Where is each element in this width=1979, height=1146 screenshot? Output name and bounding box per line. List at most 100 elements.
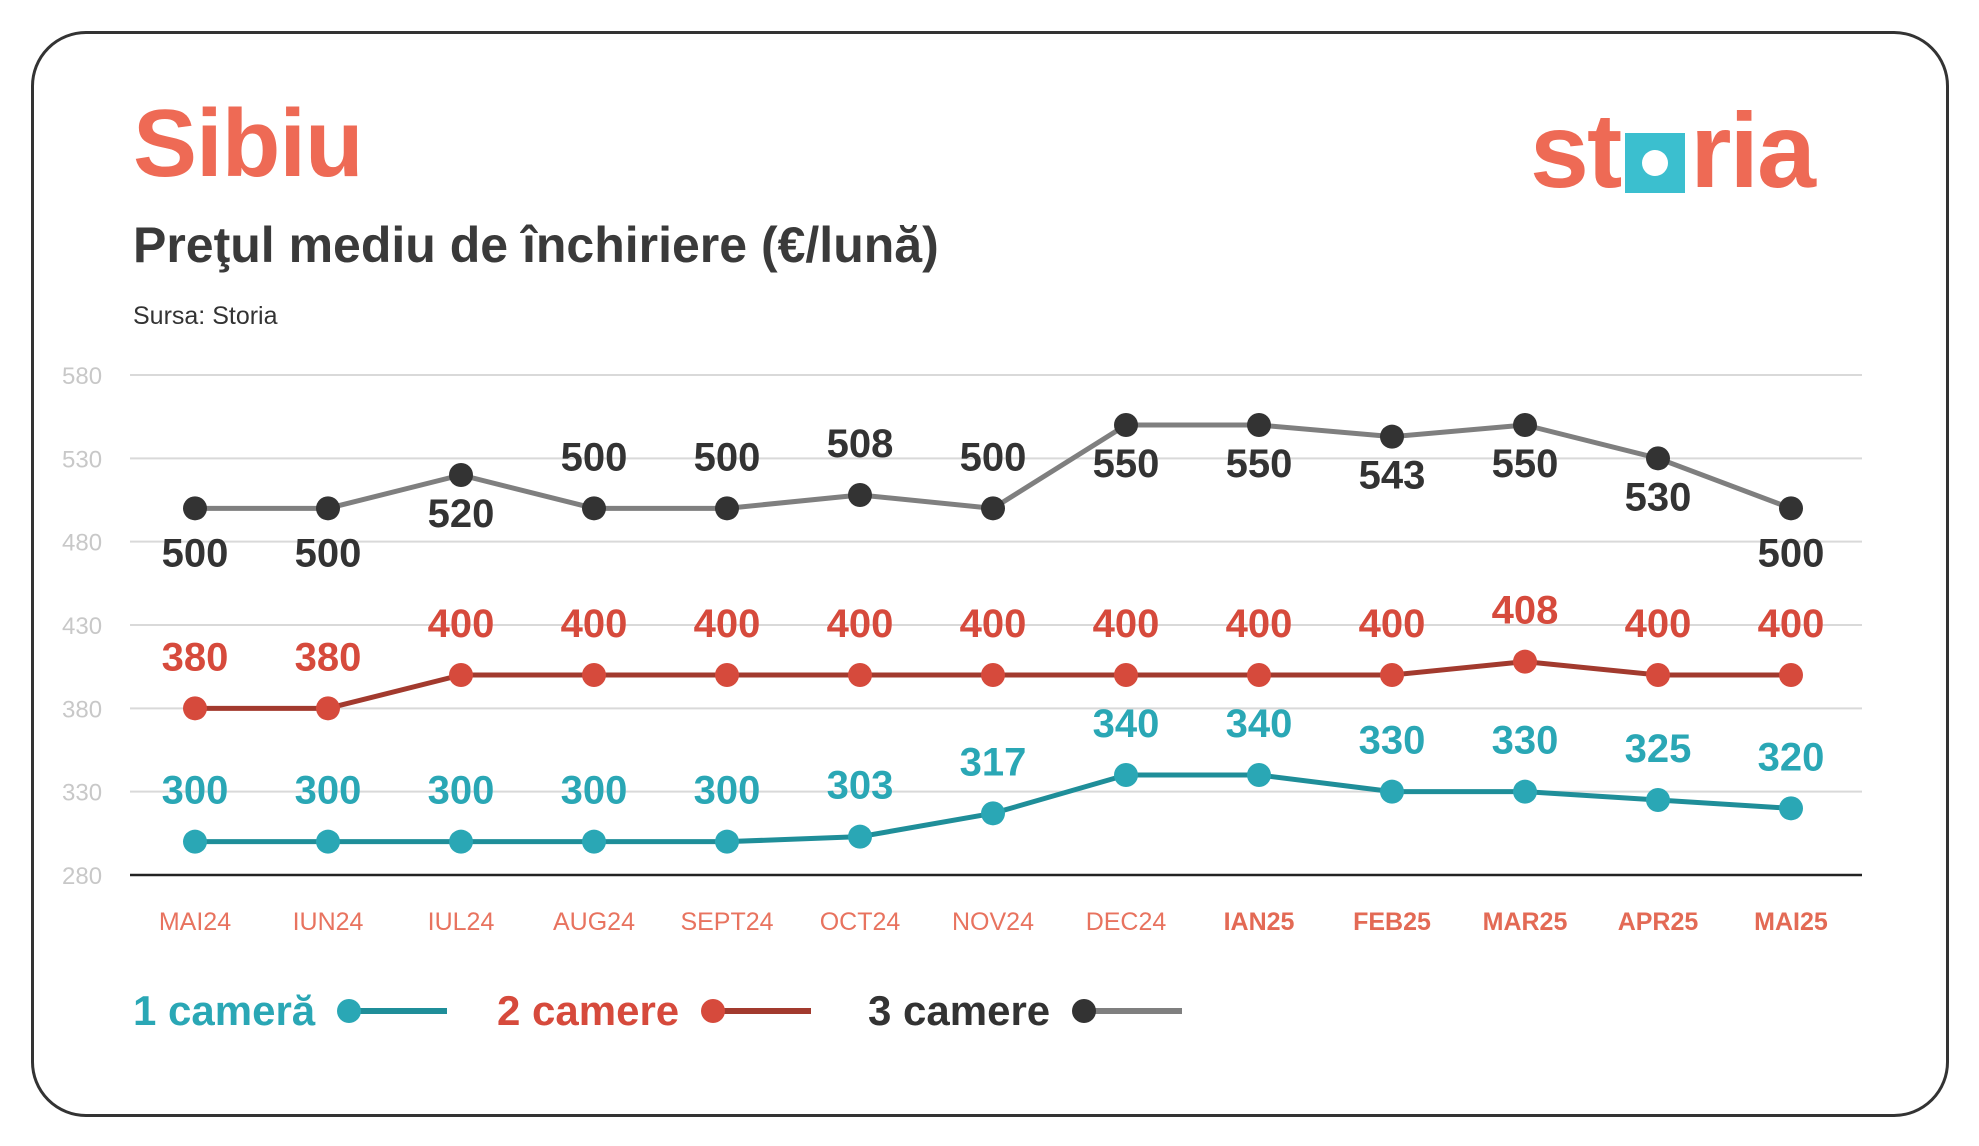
data-label: 325 [1625, 727, 1692, 771]
data-point [1114, 413, 1138, 437]
data-point [1513, 779, 1537, 804]
data-label: 400 [1625, 602, 1692, 646]
x-tick-label: OCT24 [820, 908, 901, 936]
y-tick-label: 280 [62, 863, 102, 890]
data-point [1513, 413, 1537, 437]
legend-label: 3 camere [868, 987, 1051, 1034]
y-tick-label: 380 [62, 696, 102, 723]
x-tick-label: IUL24 [428, 908, 495, 936]
data-point [848, 663, 872, 687]
data-point [981, 663, 1005, 687]
x-tick-label: SEPT24 [680, 908, 773, 936]
logo-square-icon [1625, 133, 1686, 193]
data-point [1380, 663, 1404, 687]
data-point [449, 463, 473, 487]
data-point [316, 696, 340, 721]
data-label: 400 [1758, 602, 1825, 646]
data-label: 340 [1226, 702, 1293, 746]
data-label: 500 [162, 531, 229, 575]
data-label: 400 [960, 602, 1027, 646]
logo-text-start: st [1530, 92, 1622, 210]
data-label: 300 [162, 769, 229, 813]
data-label: 500 [561, 435, 628, 479]
data-point [183, 496, 207, 521]
data-point [1779, 663, 1803, 687]
data-point [848, 483, 872, 507]
data-label: 300 [561, 769, 628, 813]
data-point [715, 829, 739, 854]
data-label: 380 [295, 635, 362, 679]
storia-logo: st ria [1530, 92, 1816, 210]
data-point [582, 663, 606, 687]
data-point [1380, 424, 1404, 449]
chart-title-city: Sibiu [133, 90, 364, 197]
data-label: 380 [162, 635, 229, 679]
legend-swatch [1072, 996, 1183, 1026]
data-label: 400 [428, 602, 495, 646]
data-label: 400 [561, 602, 628, 646]
data-label: 550 [1093, 442, 1160, 486]
legend-swatch [337, 996, 448, 1026]
data-point [1380, 779, 1404, 804]
y-tick-label: 530 [62, 446, 102, 473]
data-label: 400 [827, 602, 894, 646]
legend-label: 2 camere [497, 987, 680, 1034]
data-label: 500 [694, 435, 761, 479]
data-point [1114, 663, 1138, 687]
data-label: 408 [1492, 589, 1559, 633]
x-tick-label: MAR25 [1483, 908, 1568, 936]
data-label: 400 [1226, 602, 1293, 646]
chart-card [31, 31, 1949, 1117]
logo-text-end: ria [1690, 92, 1816, 210]
data-point [1247, 763, 1271, 787]
data-label: 330 [1492, 719, 1559, 763]
y-tick-label: 330 [62, 780, 102, 807]
data-label: 400 [694, 602, 761, 646]
x-tick-label: MAI25 [1754, 908, 1828, 936]
data-label: 400 [1359, 602, 1426, 646]
x-tick-label: DEC24 [1086, 908, 1167, 936]
data-label: 508 [827, 422, 894, 466]
data-label: 500 [1758, 531, 1825, 575]
data-point [582, 829, 606, 854]
data-point [1247, 663, 1271, 687]
data-point [183, 696, 207, 721]
data-point [1779, 796, 1803, 821]
x-tick-label: APR25 [1618, 908, 1699, 936]
data-point [1114, 763, 1138, 787]
data-point [981, 496, 1005, 521]
data-label: 300 [428, 769, 495, 813]
data-point [1513, 649, 1537, 674]
data-point [449, 829, 473, 854]
data-point [183, 829, 207, 854]
data-label: 500 [960, 435, 1027, 479]
data-label: 317 [960, 740, 1027, 784]
data-label: 520 [428, 492, 495, 536]
x-tick-label: IAN25 [1224, 908, 1295, 936]
legend-label: 1 cameră [133, 987, 316, 1034]
data-point [582, 496, 606, 521]
y-tick-label: 430 [62, 613, 102, 640]
data-label: 543 [1359, 454, 1426, 498]
data-point [1779, 496, 1803, 521]
x-tick-label: FEB25 [1353, 908, 1431, 936]
source-note: Sursa: Storia [133, 302, 278, 330]
data-point [316, 829, 340, 854]
x-tick-label: AUG24 [553, 908, 635, 936]
data-point [449, 663, 473, 687]
legend-swatch [701, 996, 812, 1026]
x-tick-label: NOV24 [952, 908, 1034, 936]
data-point [1247, 413, 1271, 437]
data-label: 500 [295, 531, 362, 575]
data-label: 303 [827, 764, 894, 808]
data-point [848, 824, 872, 849]
y-tick-label: 580 [62, 363, 102, 390]
data-point [316, 496, 340, 521]
data-point [1646, 446, 1670, 471]
chart-subtitle: Preţul mediu de închiriere (€/lună) [133, 217, 939, 273]
legend-item-1-camera: 1 cameră [133, 987, 448, 1034]
data-point [1646, 663, 1670, 687]
data-label: 400 [1093, 602, 1160, 646]
y-tick-label: 480 [62, 530, 102, 557]
